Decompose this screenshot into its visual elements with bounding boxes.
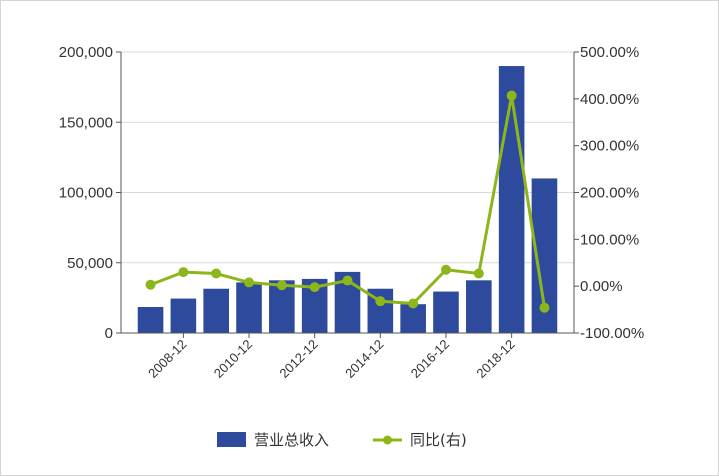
left-axis-ticks: 0 50,000 100,000 150,000 200,000 [59, 44, 121, 342]
legend: 营业总收入 同比(右) [217, 431, 467, 449]
bar [466, 280, 492, 333]
bar [203, 288, 229, 333]
bar-series [137, 66, 558, 334]
right-tick-label: 0.00% [580, 278, 623, 295]
bar [236, 282, 262, 333]
x-axis-ticks: 2008-12 2010-12 2012-12 2014-12 2016-12 2018-… [145, 333, 518, 381]
growth-point [506, 90, 517, 101]
legend-line-label: 同比(右) [410, 431, 467, 449]
x-tick-label: 2010-12 [211, 337, 255, 381]
growth-point [473, 268, 484, 279]
right-tick-label: 300.00% [580, 138, 639, 155]
bar [498, 66, 525, 334]
growth-point [276, 280, 287, 291]
growth-point [211, 268, 222, 279]
right-axis-ticks: -100.00% 0.00% 100.00% 200.00% 300.00% 400.00… [574, 44, 644, 342]
left-tick-label: 0 [105, 325, 113, 342]
left-tick-label: 100,000 [59, 185, 113, 202]
growth-point [244, 277, 255, 288]
growth-point [440, 264, 451, 275]
left-tick-label: 50,000 [67, 255, 113, 272]
legend-bar-label: 营业总收入 [254, 431, 329, 449]
bar [170, 298, 197, 333]
bar [400, 304, 426, 333]
right-tick-label: -100.00% [580, 325, 644, 342]
right-tick-label: 400.00% [580, 91, 639, 108]
right-tick-label: 200.00% [580, 185, 639, 202]
growth-point [539, 302, 550, 313]
growth-point [408, 298, 419, 309]
x-tick-label: 2018-12 [473, 337, 517, 381]
bar [137, 307, 164, 333]
growth-point [375, 296, 386, 307]
legend-bar-swatch [217, 432, 246, 447]
line-series [145, 90, 550, 313]
growth-point [178, 267, 189, 278]
x-tick-label: 2012-12 [276, 337, 320, 381]
left-tick-label: 150,000 [59, 114, 113, 131]
growth-point [309, 282, 320, 293]
growth-point [342, 275, 353, 286]
growth-point [145, 279, 156, 290]
left-tick-label: 200,000 [59, 44, 113, 61]
bar [433, 291, 459, 333]
x-tick-label: 2016-12 [408, 337, 452, 381]
right-tick-label: 100.00% [580, 231, 639, 248]
legend-line-marker [383, 435, 392, 445]
x-tick-label: 2014-12 [342, 337, 386, 381]
right-tick-label: 500.00% [580, 44, 639, 61]
x-tick-label: 2008-12 [145, 337, 189, 381]
